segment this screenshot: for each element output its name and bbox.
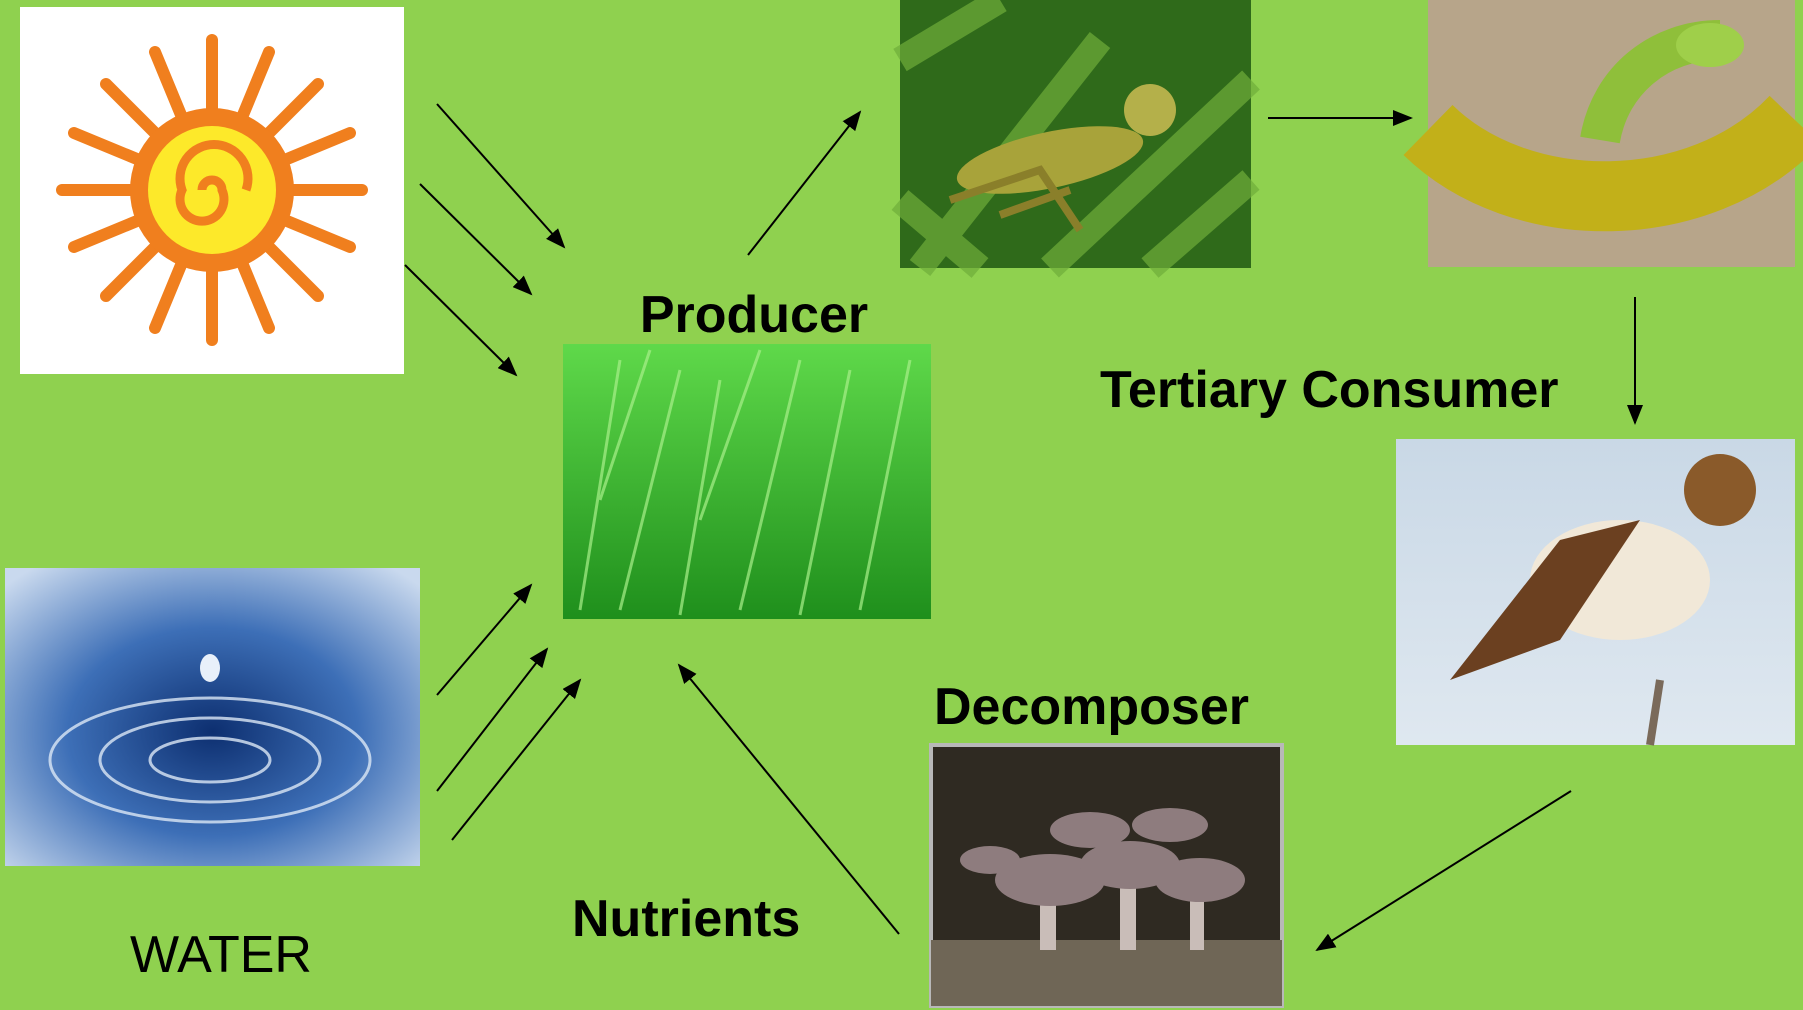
water-label: WATER xyxy=(130,926,312,984)
producer-label: Producer xyxy=(640,286,868,344)
snake-image xyxy=(1428,0,1795,267)
water-image xyxy=(5,568,420,866)
hawk-image xyxy=(1396,439,1795,745)
grasshopper-image xyxy=(900,0,1251,268)
nutrients-label: Nutrients xyxy=(572,890,800,948)
tertiary-consumer-label: Tertiary Consumer xyxy=(1100,361,1559,419)
grass-image xyxy=(563,344,931,619)
sun-image xyxy=(20,7,404,374)
mushroom-image xyxy=(931,745,1282,1006)
decomposer-label: Decomposer xyxy=(934,678,1249,736)
page: Producer Tertiary Consumer Decomposer Nu… xyxy=(0,0,1803,1010)
food-web-diagram: Producer Tertiary Consumer Decomposer Nu… xyxy=(0,0,1803,1010)
